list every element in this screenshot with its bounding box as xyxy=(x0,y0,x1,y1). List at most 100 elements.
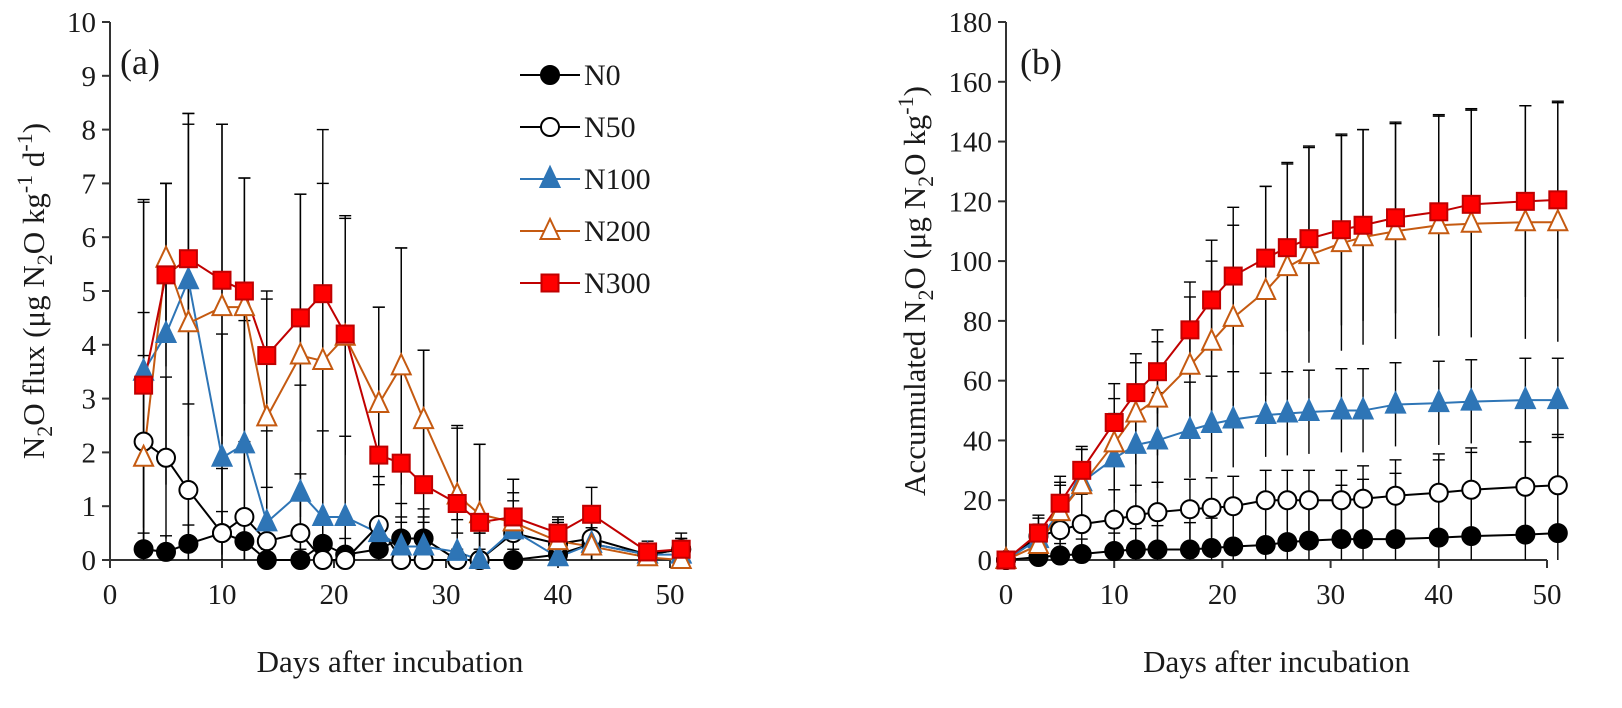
axis-title-part: 2 xyxy=(913,290,938,301)
panel-a-chart: 0 1 2 3 4 5 6 7 8 9 10 0 10 20 30 40 50 Days after incuba… xyxy=(12,7,693,679)
y-tick-label: 100 xyxy=(949,246,993,278)
data-point-n300 xyxy=(257,346,277,366)
data-point-n0 xyxy=(1331,529,1352,550)
data-point-n100 xyxy=(412,532,435,556)
data-point-n0 xyxy=(178,533,199,554)
axis-title-part: d xyxy=(16,151,51,175)
data-point-n200 xyxy=(289,341,312,365)
data-point-n300 xyxy=(638,542,658,562)
axis-title-part: 2 xyxy=(32,426,57,437)
data-point-n200 xyxy=(210,292,234,317)
data-point-n300 xyxy=(212,270,232,290)
data-point-n200 xyxy=(1297,240,1321,265)
data-point-n100 xyxy=(255,508,278,532)
x-tick-label: 0 xyxy=(999,579,1014,611)
x-tick-label: 30 xyxy=(432,579,461,611)
data-point-n100 xyxy=(1276,399,1299,423)
y-tick-label: 140 xyxy=(949,127,993,159)
data-point-n100 xyxy=(154,319,178,344)
legend-label-n100: N100 xyxy=(584,163,651,196)
data-point-n200 xyxy=(1276,252,1299,277)
axis-title-part: -1 xyxy=(12,175,37,193)
data-point-n300 xyxy=(1072,460,1092,480)
data-point-n200 xyxy=(1200,327,1223,351)
y-tick-label: 10 xyxy=(67,7,96,39)
data-point-n0 xyxy=(1515,524,1536,545)
data-point-n100 xyxy=(210,443,234,467)
y-tick-label: 60 xyxy=(963,366,992,398)
legend-marker-n50 xyxy=(540,117,560,137)
data-point-n0 xyxy=(1147,539,1168,560)
panel-label: (a) xyxy=(120,42,160,82)
data-point-n100 xyxy=(1103,444,1126,468)
data-point-n300 xyxy=(996,550,1016,570)
data-point-n50 xyxy=(1385,485,1406,506)
x-tick-label: 20 xyxy=(1208,579,1237,611)
data-point-n50 xyxy=(1071,514,1092,535)
data-point-n200 xyxy=(1254,276,1277,300)
data-point-n0 xyxy=(234,531,255,552)
y-tick-label: 9 xyxy=(82,61,97,93)
data-point-n0 xyxy=(1201,538,1222,559)
data-point-n100 xyxy=(1514,385,1537,410)
y-axis-title: N2O flux (μg N2O kg-1 d-1) xyxy=(12,123,57,459)
data-point-n300 xyxy=(1050,493,1070,513)
data-point-n200 xyxy=(1330,228,1353,253)
data-point-n50 xyxy=(1179,499,1200,520)
legend-label-n200: N200 xyxy=(584,215,651,248)
data-point-n200 xyxy=(367,389,390,413)
data-point-n200 xyxy=(1070,470,1093,495)
axis-title-part: O kg xyxy=(16,193,51,254)
data-point-n0 xyxy=(133,539,154,560)
axis-title-part: O flux (μg N xyxy=(16,265,51,425)
data-point-n100 xyxy=(1546,385,1569,410)
data-point-n50 xyxy=(234,506,255,527)
data-point-n200 xyxy=(1222,303,1245,327)
data-point-n200 xyxy=(1103,429,1126,453)
data-point-n0 xyxy=(1223,536,1244,557)
data-point-n300 xyxy=(290,308,310,328)
data-point-n300 xyxy=(156,265,176,285)
data-point-n50 xyxy=(1547,475,1568,496)
data-point-n300 xyxy=(369,445,389,465)
y-tick-label: 0 xyxy=(82,545,97,577)
data-point-n0 xyxy=(1179,539,1200,560)
x-tick-label: 50 xyxy=(1533,579,1562,611)
data-point-n50 xyxy=(212,523,232,544)
data-point-n200 xyxy=(390,351,413,376)
data-point-n50 xyxy=(1353,488,1374,509)
data-point-n100 xyxy=(1330,396,1353,420)
data-point-n100 xyxy=(1351,396,1375,420)
data-point-n200 xyxy=(1514,207,1537,232)
data-point-n300 xyxy=(447,494,467,514)
axis-title-part: ) xyxy=(897,86,932,96)
data-point-n0 xyxy=(1125,539,1146,560)
data-point-n300 xyxy=(1429,202,1449,222)
panel-label: (b) xyxy=(1020,42,1062,82)
x-tick-label: 50 xyxy=(656,579,685,611)
y-tick-label: 80 xyxy=(963,306,992,338)
data-point-n50 xyxy=(335,550,356,570)
data-point-n300 xyxy=(1180,320,1200,340)
data-point-n200 xyxy=(1546,207,1569,232)
data-point-n0 xyxy=(1071,544,1092,565)
data-point-n200 xyxy=(1351,222,1375,247)
data-point-n300 xyxy=(1223,266,1243,286)
data-point-n50 xyxy=(290,523,311,544)
data-point-n200 xyxy=(1460,209,1483,233)
data-point-n300 xyxy=(1277,238,1297,258)
axis-title-part: 2 xyxy=(32,254,57,265)
data-point-n300 xyxy=(234,281,254,301)
panel-b-chart: 0 20 40 60 80 100 120 140 160 180 0 10 20 30 40 50 Days … xyxy=(893,7,1569,679)
data-point-n100 xyxy=(1427,388,1450,413)
data-point-n100 xyxy=(334,502,357,526)
data-point-n300 xyxy=(1548,190,1568,210)
y-tick-label: 3 xyxy=(82,384,97,416)
data-point-n300 xyxy=(313,284,333,304)
data-point-n50 xyxy=(312,550,333,570)
y-tick-label: 5 xyxy=(82,276,97,308)
data-point-n200 xyxy=(1384,216,1407,241)
data-point-n300 xyxy=(582,504,602,524)
legend-label-n50: N50 xyxy=(584,111,636,144)
